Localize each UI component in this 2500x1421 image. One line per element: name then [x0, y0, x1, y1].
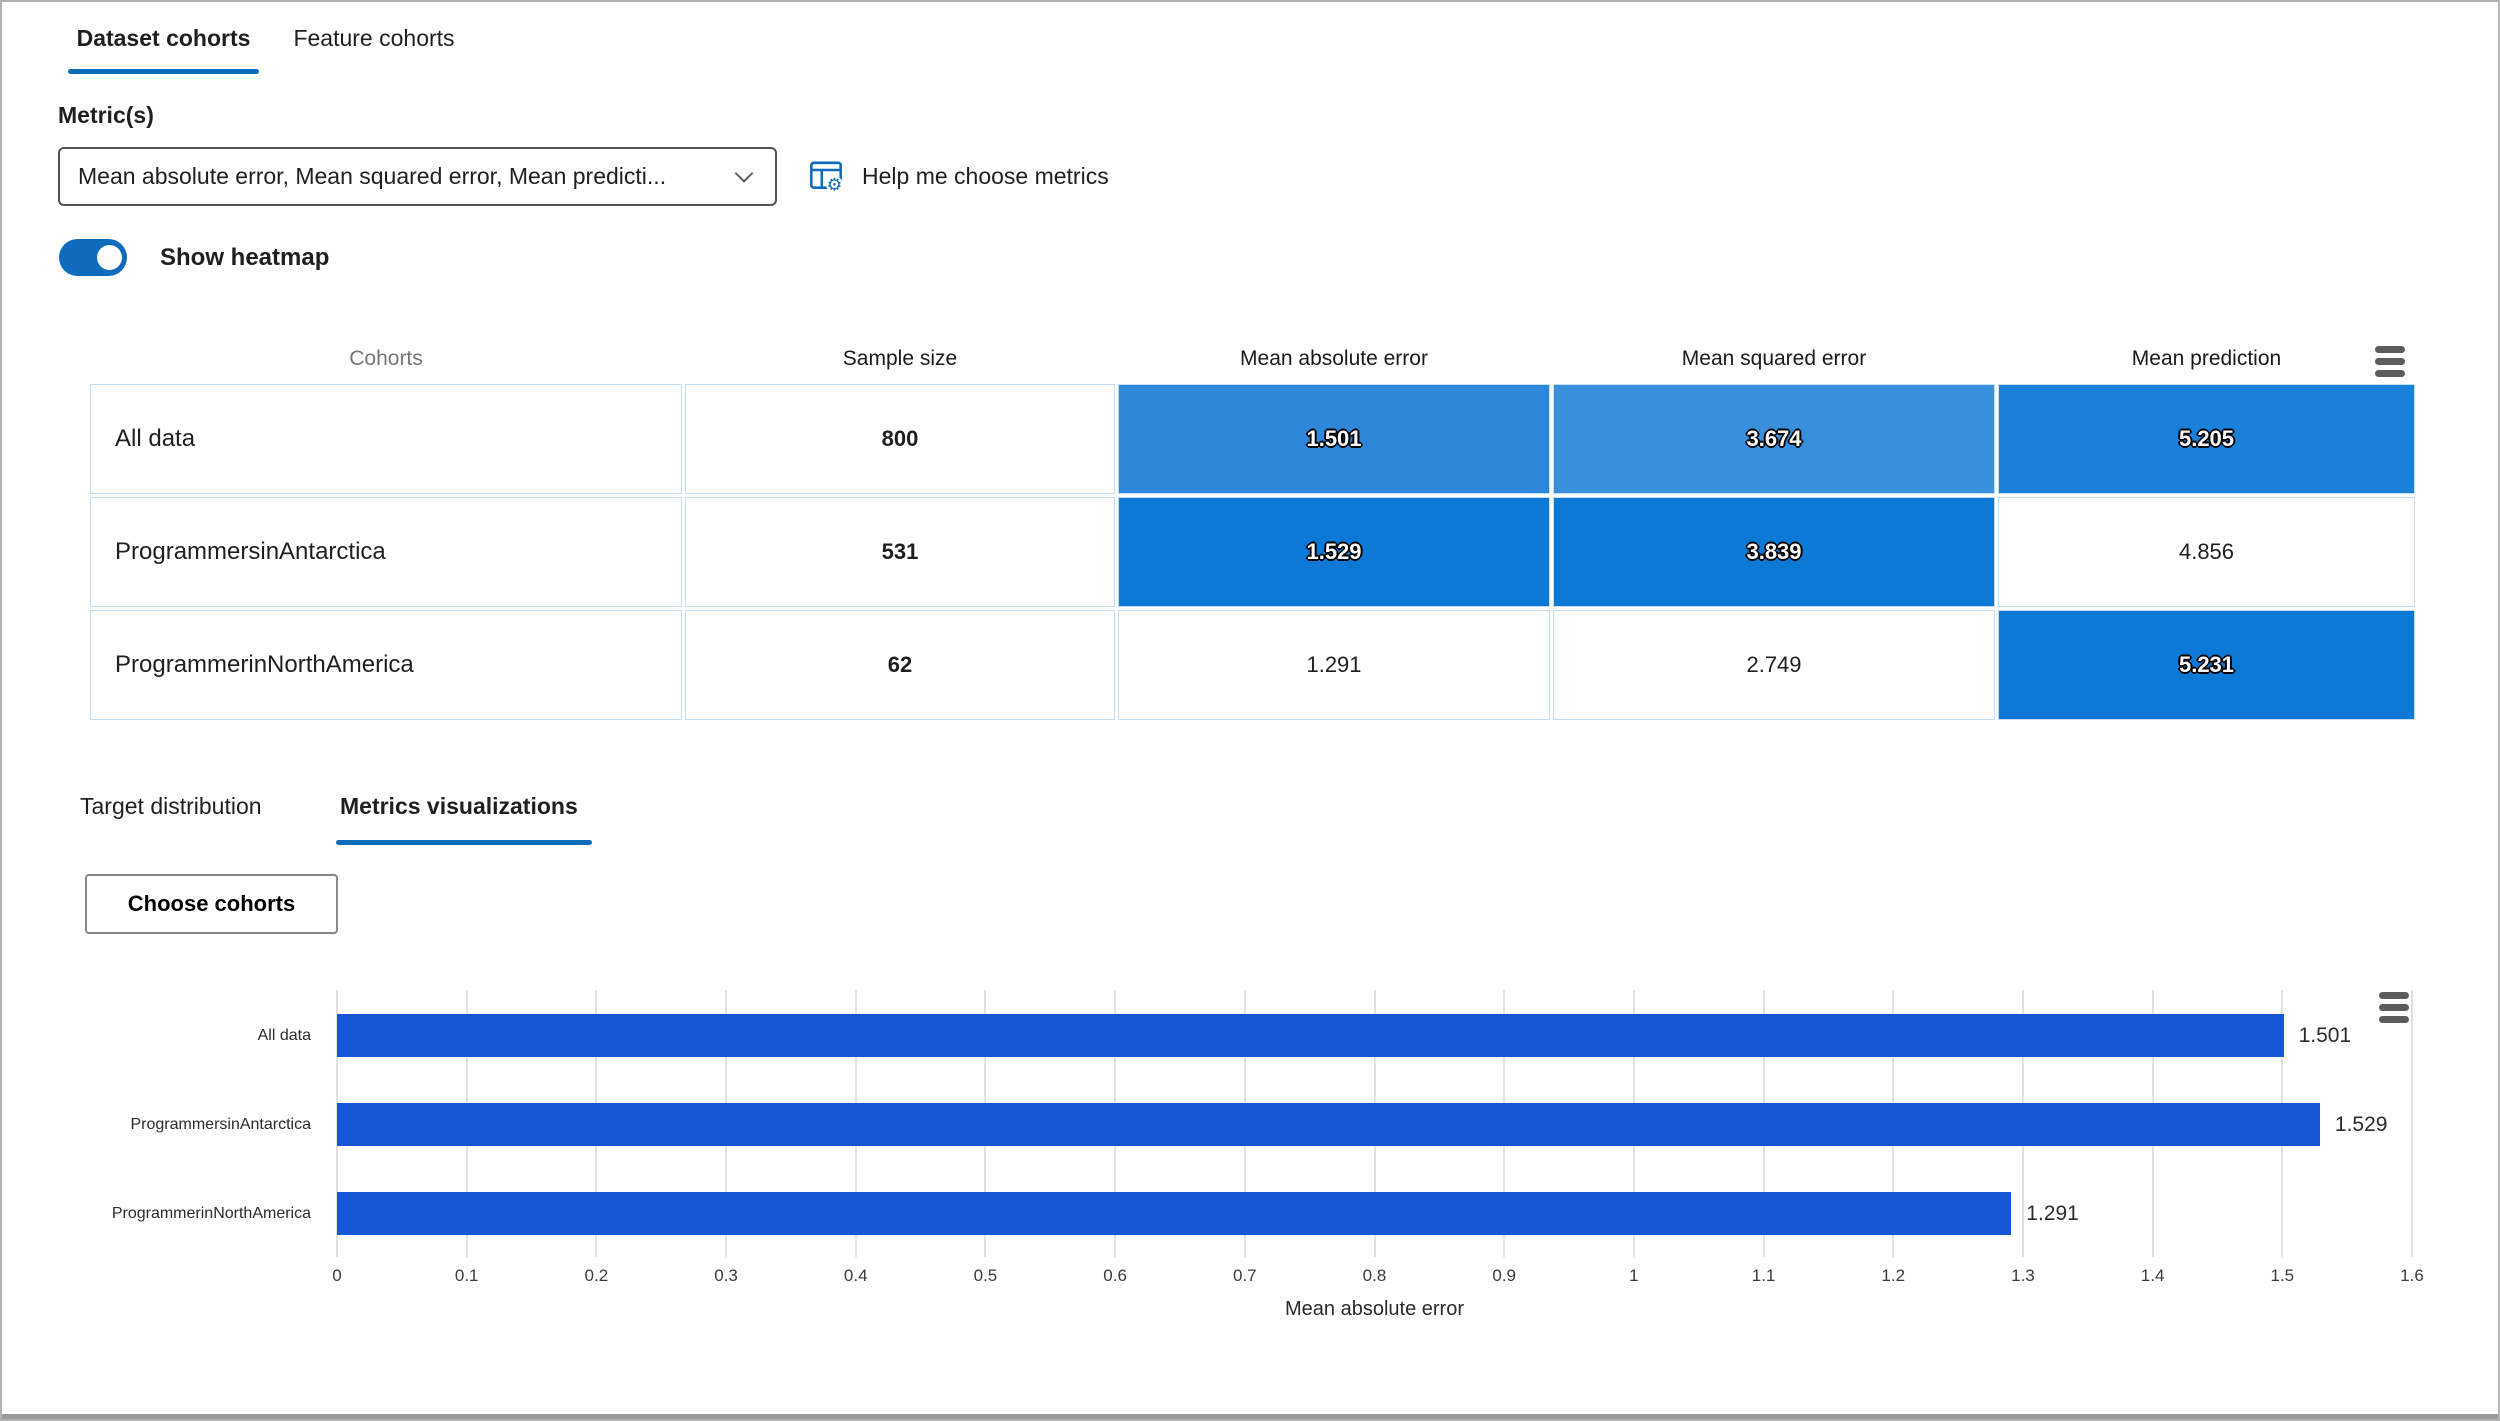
tab-dataset-cohorts-label: Dataset cohorts	[76, 24, 251, 51]
show-heatmap-label: Show heatmap	[160, 243, 330, 271]
cohort-tabs: Dataset cohorts Feature cohorts	[68, 16, 489, 60]
heatmap-cell: 5.231	[1998, 610, 2415, 720]
metrics-dropdown-value: Mean absolute error, Mean squared error,…	[78, 163, 667, 189]
x-tick-label: 1	[1629, 1266, 1639, 1285]
bar-row: 1.529	[337, 1103, 2412, 1146]
x-tick-label: 1.6	[2400, 1266, 2424, 1285]
heatmap-cell: 2.749	[1553, 610, 1995, 720]
column-header-cohorts: Cohorts	[349, 347, 423, 370]
x-tick-label: 1.2	[1881, 1266, 1906, 1285]
x-tick-label: 0	[332, 1266, 342, 1285]
y-axis-label: All data	[257, 1027, 311, 1044]
x-tick-label: 0.1	[454, 1266, 479, 1285]
y-axis-label: ProgrammerinNorthAmerica	[111, 1205, 311, 1222]
column-header-mean-squared-error: Mean squared error	[1681, 347, 1867, 370]
help-me-choose-metrics-button[interactable]: ⚙ Help me choose metrics	[808, 158, 1109, 194]
x-tick-label: 0.6	[1103, 1266, 1127, 1285]
heatmap-cell: 1.529	[1118, 497, 1550, 607]
sample-size-cell: 531	[685, 497, 1115, 607]
table-menu-icon[interactable]	[2375, 346, 2405, 377]
sample-size-cell: 800	[685, 384, 1115, 494]
bar-programmersinantarctica	[337, 1103, 2320, 1146]
metrics-label: Metric(s)	[58, 102, 154, 128]
bar-value-label: 1.291	[2026, 1201, 2079, 1225]
heatmap-cell: 3.839	[1553, 497, 1995, 607]
cohort-table-header-row: Cohorts Sample size Mean absolute error …	[90, 338, 2415, 380]
column-header-mean-absolute-error: Mean absolute error	[1240, 347, 1428, 370]
chart-x-axis-ticks: 0 0.1 0.2 0.3 0.4 0.5 0.6 0.7 0.8 0.9 1 1.1 1.2 1.3 1.…	[332, 1260, 2424, 1290]
tab-target-distribution-label: Target distribution	[80, 792, 262, 819]
heatmap-cell: 4.856	[1998, 497, 2415, 607]
metrics-settings-icon: ⚙	[810, 161, 843, 194]
x-tick-label: 0.9	[1492, 1266, 1517, 1285]
cohort-name-cell: ProgrammersinAntarctica	[90, 497, 682, 607]
heatmap-cell: 3.674	[1553, 384, 1995, 494]
tab-metrics-visualizations[interactable]: Metrics visualizations	[340, 784, 578, 828]
x-tick-label: 0.2	[584, 1266, 609, 1285]
cohort-metrics-table: All data 800 1.501 3.674 5.205 Programme…	[90, 384, 2415, 720]
chart-y-axis-labels: All data ProgrammersinAntarctica Program…	[42, 990, 324, 1257]
y-axis-label: ProgrammersinAntarctica	[130, 1116, 312, 1133]
chart-menu-icon[interactable]	[2379, 992, 2409, 1023]
cohort-name-cell: All data	[90, 384, 682, 494]
x-tick-label: 1.3	[2011, 1266, 2035, 1285]
toggle-knob	[97, 245, 122, 270]
x-tick-label: 1.5	[2270, 1266, 2295, 1285]
tab-feature-cohorts[interactable]: Feature cohorts	[259, 16, 489, 60]
heatmap-cell: 1.291	[1118, 610, 1550, 720]
show-heatmap-toggle[interactable]	[59, 239, 127, 276]
x-tick-label: 0.7	[1232, 1266, 1257, 1285]
x-tick-label: 1.4	[2140, 1266, 2165, 1285]
active-tab-underline	[68, 69, 259, 74]
heatmap-cell: 5.205	[1998, 384, 2415, 494]
metrics-dropdown[interactable]: Mean absolute error, Mean squared error,…	[58, 147, 777, 206]
active-subtab-underline	[336, 840, 592, 845]
tab-target-distribution[interactable]: Target distribution	[80, 784, 284, 828]
svg-text:⚙: ⚙	[827, 174, 842, 194]
show-heatmap-row: Show heatmap	[59, 239, 329, 276]
tab-feature-cohorts-label: Feature cohorts	[293, 24, 455, 51]
x-tick-label: 0.4	[843, 1266, 868, 1285]
visualization-tabs: Target distribution Metrics visualizatio…	[80, 784, 578, 828]
chart-x-axis-title: Mean absolute error	[1285, 1298, 1464, 1320]
x-tick-label: 0.3	[714, 1266, 738, 1285]
tab-metrics-visualizations-label: Metrics visualizations	[340, 792, 578, 819]
heatmap-cell: 1.501	[1118, 384, 1550, 494]
bar-row: 1.501	[337, 1014, 2412, 1057]
chevron-down-icon	[734, 171, 754, 183]
bar-value-label: 1.501	[2298, 1023, 2352, 1047]
column-header-sample-size: Sample size	[842, 347, 958, 370]
choose-cohorts-button[interactable]: Choose cohorts	[85, 874, 338, 934]
bar-value-label: 1.529	[2334, 1112, 2388, 1136]
tab-dataset-cohorts[interactable]: Dataset cohorts	[68, 16, 259, 60]
sample-size-cell: 62	[685, 610, 1115, 720]
cohort-name-cell: ProgrammerinNorthAmerica	[90, 610, 682, 720]
column-header-mean-prediction: Mean prediction	[2131, 347, 2282, 370]
bar-all-data	[337, 1014, 2284, 1057]
bar-programmerinnorthamerica	[337, 1192, 2012, 1235]
x-tick-label: 1.1	[1751, 1266, 1776, 1285]
help-me-choose-metrics-label: Help me choose metrics	[862, 162, 1109, 189]
mean-absolute-error-bar-chart: 1.501 1.529 1.291	[336, 990, 2413, 1257]
x-tick-label: 0.8	[1362, 1266, 1387, 1285]
window-bottom-border	[2, 1414, 2498, 1419]
bar-row: 1.291	[337, 1192, 2412, 1235]
x-tick-label: 0.5	[973, 1266, 998, 1285]
gridline	[2411, 990, 2413, 1257]
